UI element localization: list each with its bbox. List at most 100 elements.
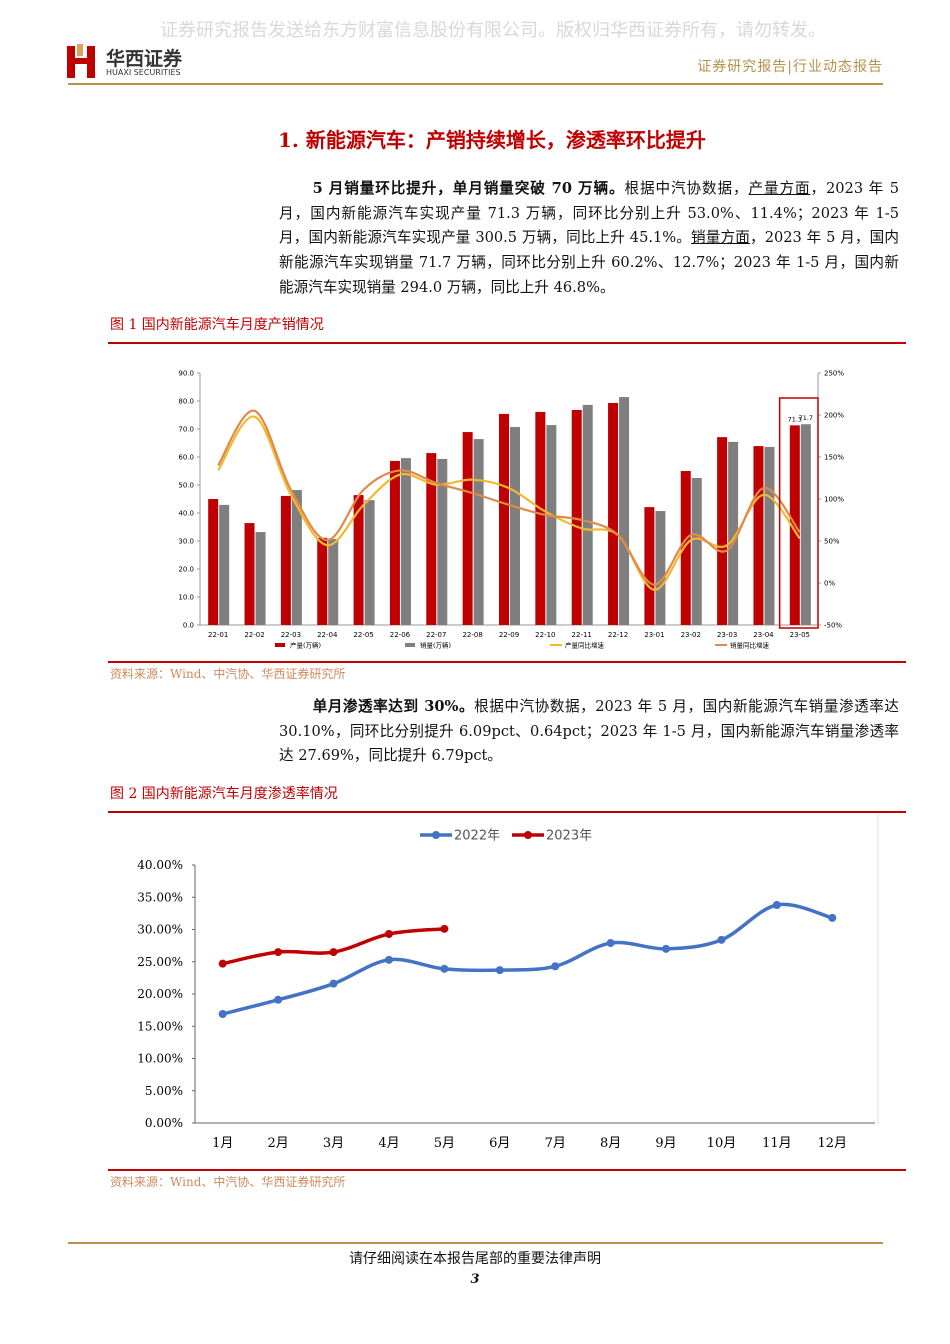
bar (619, 397, 630, 625)
marker (384, 930, 393, 939)
x-tick-label: 10月 (707, 1136, 737, 1151)
legend-marker (524, 831, 532, 839)
marker (440, 924, 449, 933)
bar (728, 441, 739, 625)
y2-tick-label: 250% (824, 370, 844, 378)
line (222, 927, 445, 966)
legend-label: 2022年 (454, 829, 500, 844)
figure-rule (108, 661, 906, 663)
y2-tick-label: 50% (824, 538, 840, 546)
x-tick-label: 23-05 (790, 631, 810, 639)
bar (764, 446, 775, 625)
footer-rule (68, 1242, 883, 1244)
bar (255, 532, 266, 625)
bar (437, 458, 448, 625)
y2-tick-label: 200% (824, 412, 844, 420)
x-tick-label: 23-04 (753, 631, 774, 639)
bar (219, 504, 230, 625)
text: ，2023 年 5 月，国内新能源汽车实现产量 71.3 万辆，同环比分别上升 … (279, 180, 899, 247)
y-tick-label: 20.0 (178, 566, 194, 574)
logo-subtext: HUAXI SECURITIES (106, 68, 181, 77)
marker (717, 935, 726, 944)
text: 产量方面 (748, 180, 811, 197)
bar (546, 425, 557, 625)
marker (218, 1009, 227, 1018)
bar (691, 478, 702, 625)
report-type: 证券研究报告|行业动态报告 (697, 59, 883, 75)
page-number: 3 (470, 1272, 480, 1287)
footer-notice: 请仔细阅读在本报告尾部的重要法律声明 (349, 1251, 601, 1267)
bar (510, 427, 520, 625)
text: 销量方面 (691, 229, 750, 247)
x-tick-label: 22-10 (535, 631, 555, 639)
bar (753, 446, 764, 625)
x-tick-label: 22-08 (462, 631, 482, 639)
x-tick-label: 9月 (655, 1136, 676, 1151)
figure-title: 图 1 国内新能源汽车月度产销情况 (110, 317, 324, 333)
bar (328, 539, 339, 625)
y-tick-label: 20.00% (137, 987, 183, 1001)
legend-marker (432, 831, 440, 839)
x-tick-label: 8月 (600, 1136, 621, 1151)
bar (353, 495, 364, 625)
x-tick-label: 2月 (267, 1136, 288, 1151)
x-tick-label: 22-06 (390, 631, 411, 639)
y-tick-label: 15.00% (137, 1019, 183, 1033)
bar (655, 511, 666, 625)
figure-rule (108, 811, 906, 813)
x-tick-label: 22-07 (426, 631, 446, 639)
legend-label: 2023年 (546, 829, 592, 844)
x-tick-label: 22-03 (281, 631, 301, 639)
bar (535, 411, 546, 625)
y-tick-label: 90.0 (178, 370, 194, 378)
data-label: 71.3 (788, 415, 802, 423)
y-tick-label: 30.0 (178, 538, 194, 546)
text: 根据中汽协数据， (624, 180, 749, 197)
bar (571, 409, 582, 625)
marker (662, 944, 671, 953)
bar (608, 402, 619, 625)
legend-label: 产量同比增速 (565, 641, 605, 650)
bar (400, 458, 411, 625)
line (217, 415, 801, 591)
y-tick-label: 25.00% (137, 955, 183, 969)
text: ，2023 年 5 月，国内新能源汽车实现销量 71.7 万辆，同环比分别上升 … (279, 229, 899, 296)
figure-rule (108, 1169, 906, 1171)
y2-tick-label: 0% (824, 580, 835, 588)
bar (717, 437, 728, 625)
marker (606, 939, 615, 948)
x-tick-label: 4月 (378, 1136, 399, 1151)
legend-label: 销量同比增速 (730, 641, 770, 650)
y-tick-label: 40.0 (178, 510, 194, 518)
marker (274, 948, 283, 957)
x-tick-label: 22-01 (208, 631, 228, 639)
marker (218, 959, 227, 968)
chart: 0.0 10.0 20.0 30.0 40.0 50.0 60.0 70.0 80.0 90.0 -… (178, 370, 844, 650)
x-tick-label: 6月 (489, 1136, 510, 1151)
x-tick-label: 23-03 (717, 631, 737, 639)
y-tick-label: 80.0 (178, 398, 194, 406)
lead: 单月渗透率达到 30%。 (312, 698, 475, 715)
marker (274, 995, 283, 1004)
y-tick-label: 30.00% (137, 923, 183, 937)
y-tick-label: 40.00% (137, 858, 183, 872)
marker (440, 964, 449, 973)
header-rule (68, 83, 883, 85)
y-tick-label: 60.0 (178, 454, 194, 462)
legend-label: 产量(万辆) (290, 641, 321, 650)
x-tick-label: 23-02 (681, 631, 701, 639)
x-tick-label: 22-05 (353, 631, 373, 639)
marker (384, 955, 393, 964)
text: 根据中汽协数据，2023 年 5 月，国内新能源汽车销量渗透率达 30.10%，… (279, 698, 899, 765)
source: 资料来源：Wind、中汽协、华西证券研究所 (110, 1175, 346, 1189)
y2-tick-label: 150% (824, 454, 844, 462)
y-tick-label: 10.0 (178, 594, 194, 602)
y-tick-label: 0.0 (183, 622, 194, 630)
watermark: 证券研究报告发送给东方财富信息股份有限公司。版权归华西证券所有，请勿转发。 (160, 20, 826, 41)
bar (462, 432, 473, 625)
bar (800, 424, 811, 625)
bar (280, 495, 291, 625)
data-label: 71.7 (799, 414, 813, 422)
x-tick-label: 22-02 (244, 631, 264, 639)
